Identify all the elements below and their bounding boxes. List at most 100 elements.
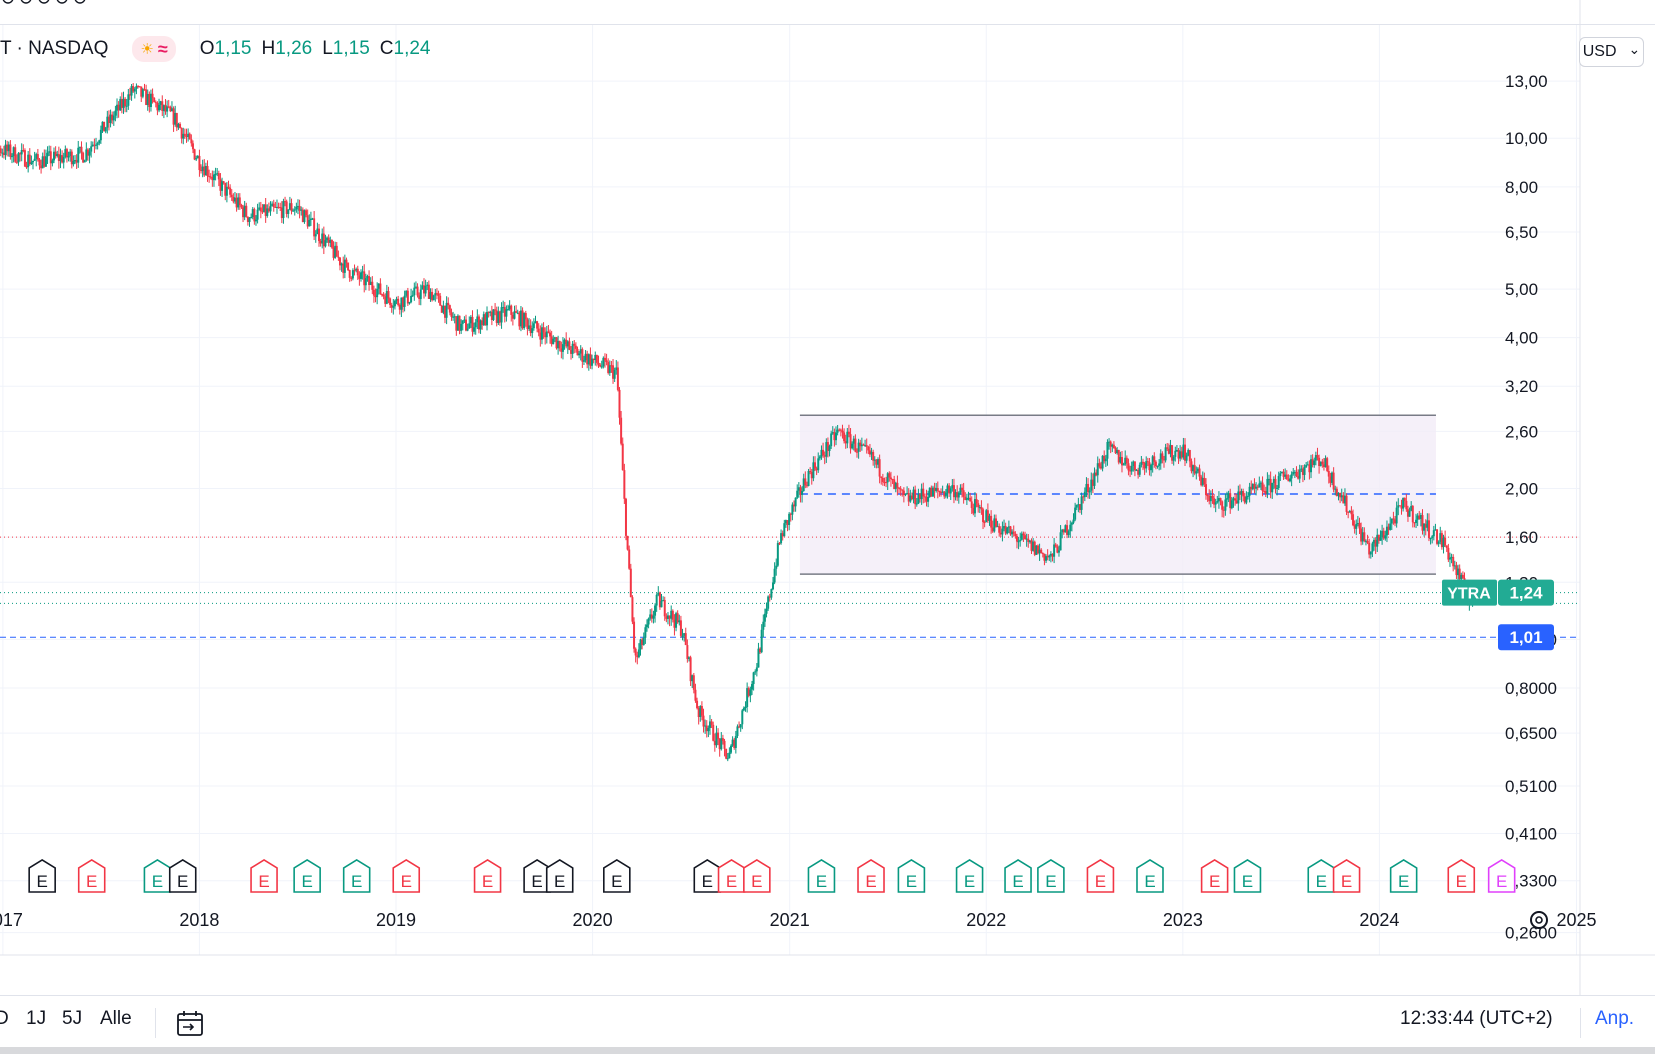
- earnings-marker[interactable]: [250, 859, 278, 893]
- candle-body: [282, 201, 285, 219]
- candle-body: [649, 614, 652, 619]
- earnings-marker[interactable]: [693, 859, 722, 893]
- candle-body: [458, 315, 461, 331]
- price-chart[interactable]: 13,00 10,00 8,00 6,50 5,00 4,00 3,20 2,60 2,00 1,…: [0, 0, 1655, 995]
- candle-body: [1453, 565, 1456, 567]
- currency-dropdown[interactable]: USD ⌄: [1579, 37, 1644, 67]
- earnings-marker[interactable]: [545, 859, 574, 893]
- candle-body: [96, 143, 99, 145]
- candle-body: [880, 476, 883, 478]
- candle-body: [1006, 527, 1009, 534]
- candle-body: [1297, 476, 1300, 479]
- candle-body: [279, 207, 282, 209]
- earnings-marker[interactable]: [1332, 859, 1361, 893]
- candle-body: [1374, 539, 1377, 547]
- candle-body: [552, 338, 555, 345]
- earnings-marker[interactable]: [392, 859, 421, 893]
- candle-body: [1366, 540, 1369, 543]
- earnings-marker[interactable]: [1233, 859, 1262, 893]
- drawing-tool-icon[interactable]: [2, 0, 14, 4]
- earnings-marker-label: E: [301, 872, 312, 891]
- candle-body: [925, 496, 928, 502]
- clock-timezone[interactable]: 12:33:44 (UTC+2): [1400, 1008, 1553, 1029]
- earnings-marker[interactable]: [342, 859, 371, 893]
- candle-body: [1423, 523, 1426, 531]
- candle-body: [326, 237, 329, 241]
- toolbar-divider: [1580, 1008, 1581, 1038]
- adjust-button[interactable]: Anp.: [1595, 1008, 1635, 1029]
- earnings-marker[interactable]: [1200, 859, 1229, 893]
- earnings-marker[interactable]: [807, 859, 836, 893]
- candle-body: [752, 672, 755, 685]
- earnings-marker[interactable]: [857, 859, 885, 893]
- drawing-tool-icon[interactable]: [20, 0, 32, 4]
- earnings-marker[interactable]: [473, 859, 502, 893]
- candle-body: [40, 165, 43, 169]
- range-button-alle[interactable]: Alle: [100, 1008, 132, 1029]
- range-button-d[interactable]: D: [0, 1008, 9, 1029]
- candle-body: [128, 94, 131, 96]
- candle-body: [1280, 471, 1283, 474]
- candle-body: [340, 263, 343, 266]
- candle-body: [1289, 478, 1292, 482]
- candle-body: [112, 115, 115, 121]
- range-button-1j[interactable]: 1J: [26, 1008, 47, 1029]
- candle-body: [393, 300, 396, 307]
- settings-gear-icon[interactable]: [1530, 911, 1548, 929]
- earnings-marker[interactable]: [28, 859, 56, 893]
- candle-body: [306, 215, 309, 227]
- earnings-marker[interactable]: [1086, 859, 1115, 893]
- earnings-marker[interactable]: [743, 859, 771, 893]
- candle-body: [390, 304, 393, 308]
- candle-body: [634, 648, 637, 656]
- candle-body: [19, 153, 22, 155]
- candle-body: [1381, 530, 1384, 538]
- ohlc-values: O1,15 H1,26 L1,15 C1,24: [200, 38, 431, 60]
- earnings-marker[interactable]: [293, 859, 321, 893]
- drawing-tool-icon[interactable]: [56, 0, 68, 4]
- candle-body: [1287, 479, 1290, 482]
- earnings-marker[interactable]: [168, 859, 197, 893]
- candle-body: [83, 160, 86, 163]
- candle-body: [930, 487, 933, 497]
- candle-body: [1043, 553, 1046, 561]
- candle-body: [426, 284, 429, 286]
- session-status-badge[interactable]: ☀ ≈: [132, 36, 176, 62]
- candle-body: [770, 589, 773, 598]
- candle-body: [686, 645, 689, 659]
- candle-body: [936, 488, 939, 491]
- earnings-marker[interactable]: [717, 859, 746, 893]
- candle-body: [212, 174, 215, 181]
- candle-body: [1305, 465, 1308, 468]
- candle-body: [232, 196, 235, 202]
- earnings-marker[interactable]: [1389, 859, 1418, 893]
- earnings-marker[interactable]: [1487, 859, 1516, 893]
- candle-body: [1141, 461, 1144, 464]
- symbol-title[interactable]: T · NASDAQ: [0, 38, 109, 59]
- candle-body: [694, 689, 697, 701]
- candle-body: [815, 468, 818, 471]
- calendar-goto-icon[interactable]: [175, 1008, 205, 1038]
- candle-body: [1269, 478, 1272, 493]
- earnings-marker[interactable]: [1136, 859, 1164, 893]
- earnings-marker[interactable]: [955, 859, 984, 893]
- candle-body: [141, 89, 144, 97]
- earnings-marker[interactable]: [1004, 859, 1032, 893]
- candle-body: [629, 568, 632, 598]
- candle-body: [495, 310, 498, 323]
- drawing-tool-icon[interactable]: [74, 0, 86, 4]
- earnings-marker[interactable]: [77, 859, 106, 893]
- range-button-5j[interactable]: 5J: [62, 1008, 83, 1029]
- earnings-marker[interactable]: [897, 859, 926, 893]
- earnings-marker[interactable]: [1037, 859, 1065, 893]
- earnings-marker[interactable]: [1307, 859, 1336, 893]
- candle-body: [581, 349, 584, 362]
- earnings-marker[interactable]: [1447, 859, 1476, 893]
- candle-body: [762, 621, 765, 630]
- earnings-marker[interactable]: [143, 859, 172, 893]
- earnings-marker[interactable]: [523, 859, 551, 893]
- earnings-marker[interactable]: [603, 859, 631, 893]
- horizontal-scrollbar[interactable]: [0, 1047, 1655, 1054]
- candle-body: [1096, 463, 1099, 476]
- drawing-tool-icon[interactable]: [38, 0, 50, 4]
